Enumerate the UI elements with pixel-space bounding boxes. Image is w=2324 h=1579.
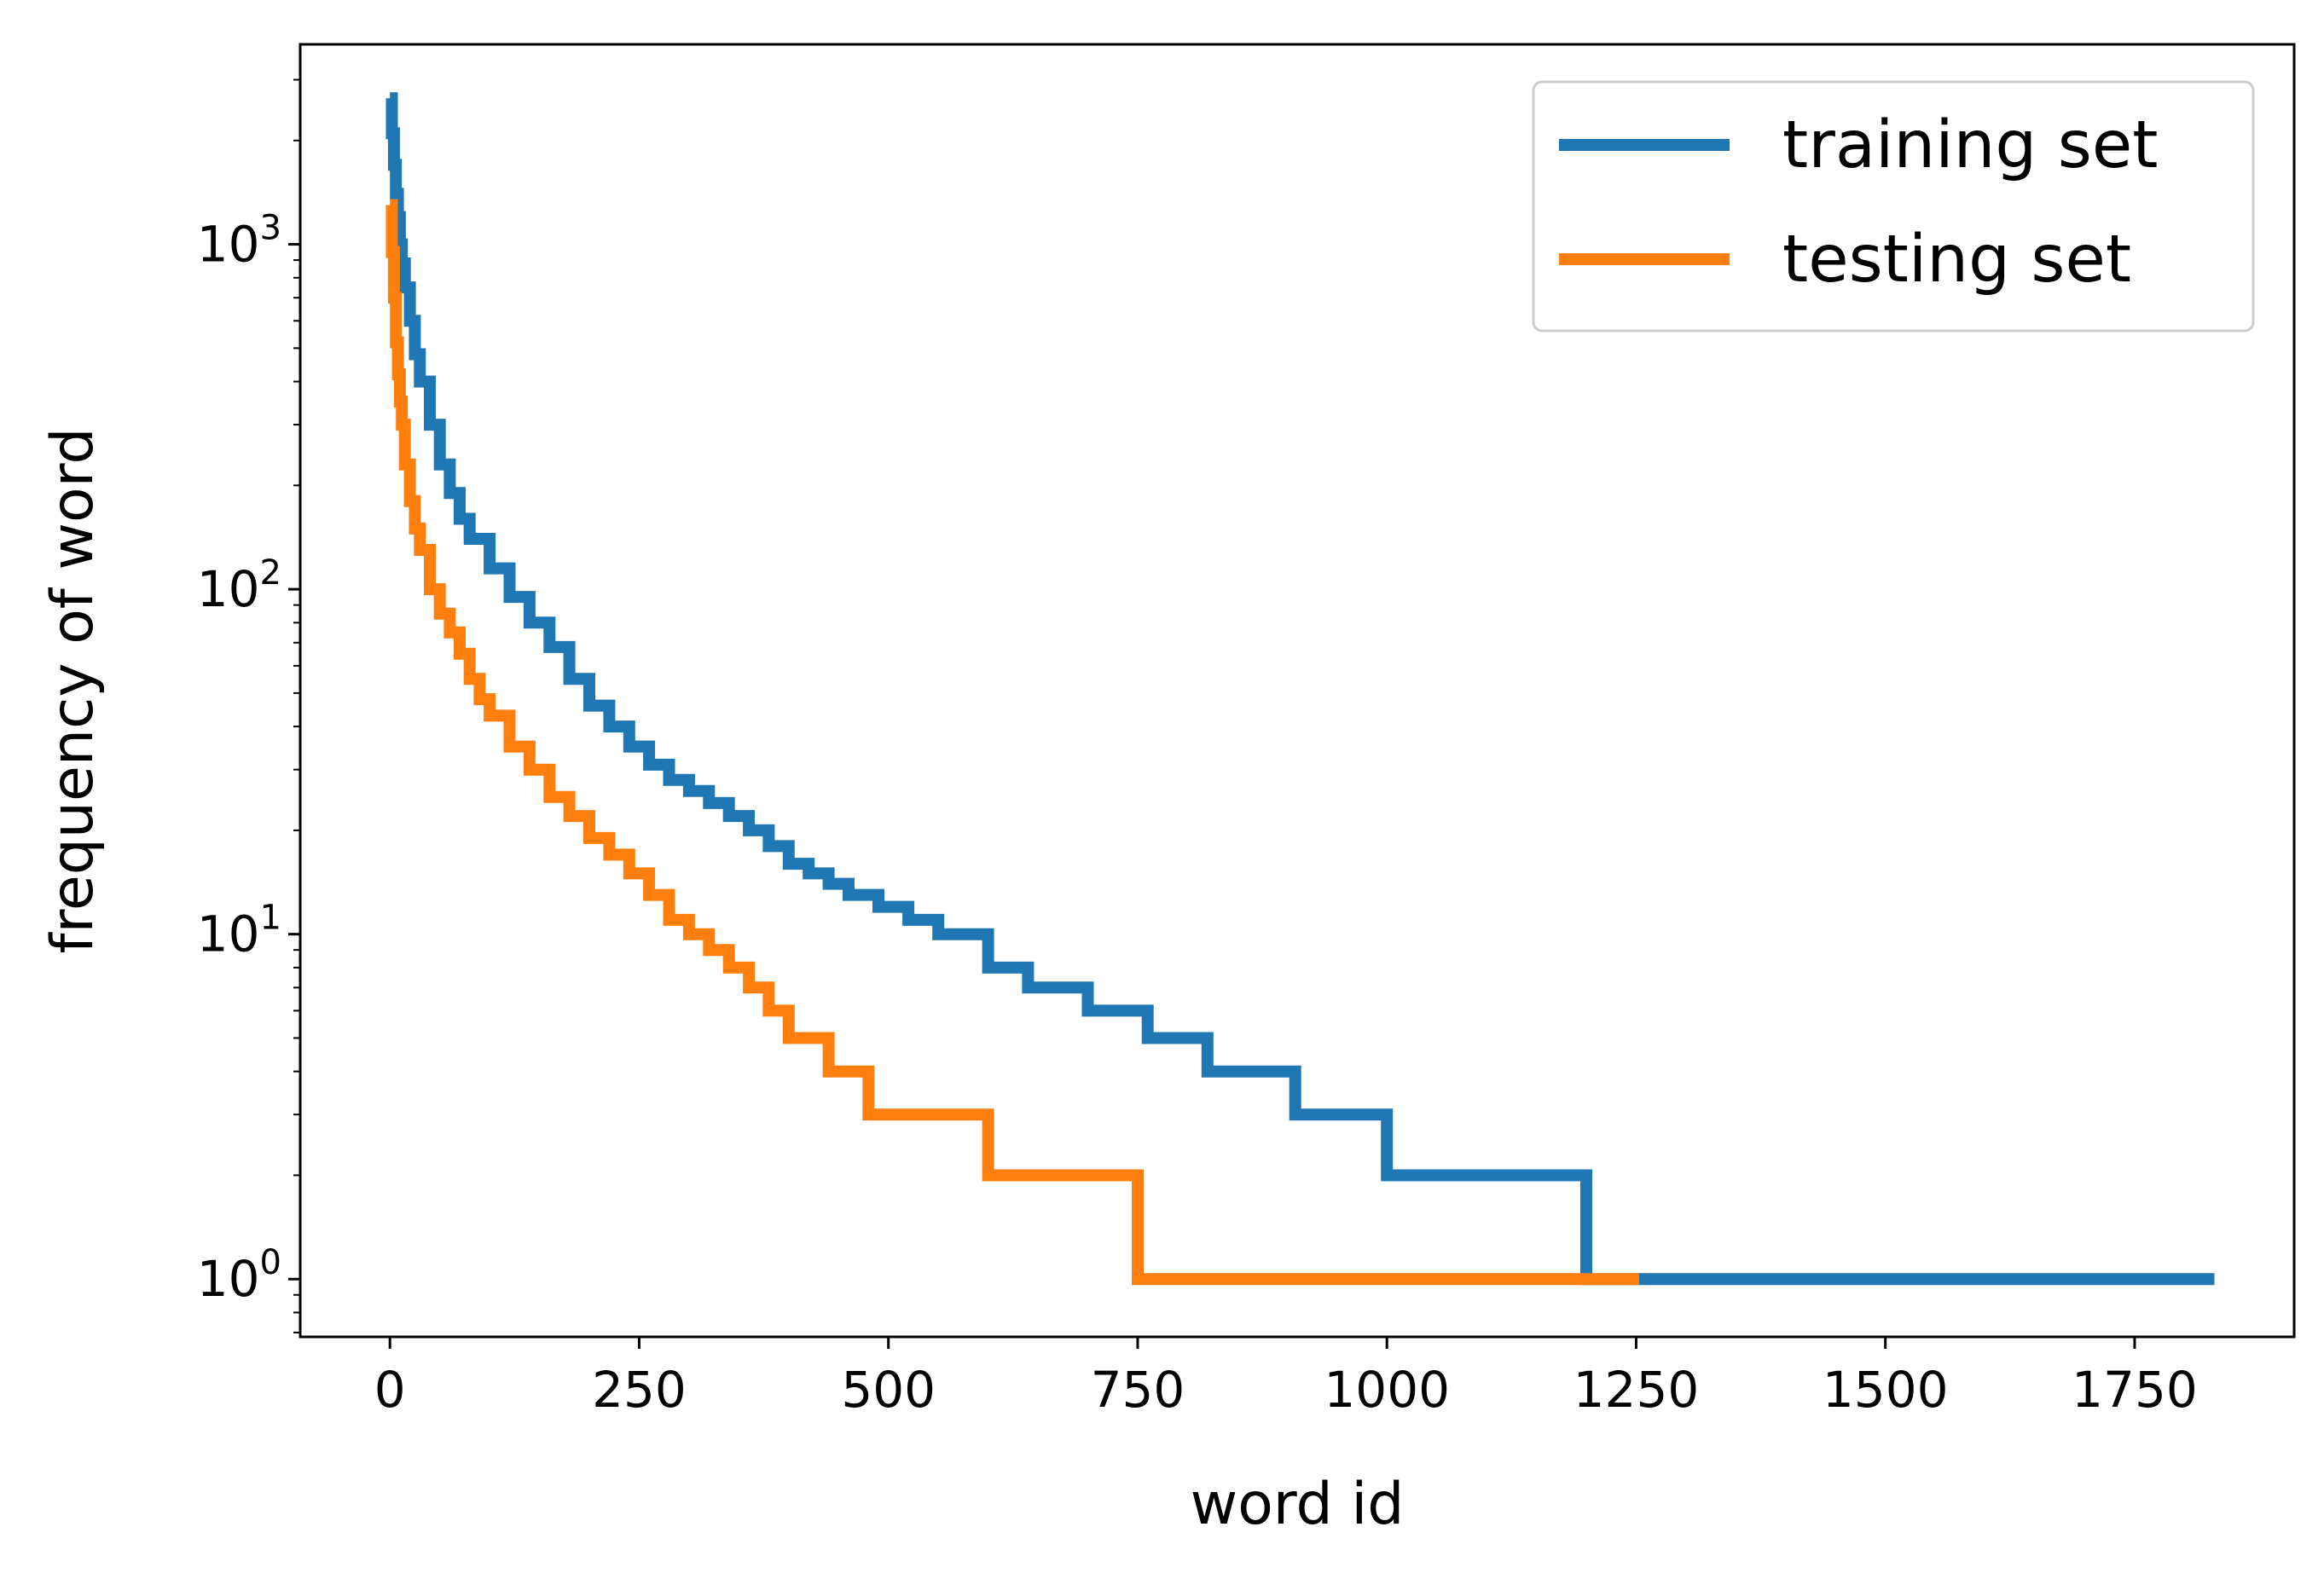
ticks-layer: 0 250 500 750 1000 1250 1500 1750 100 101 102 103 [197, 78, 2198, 1419]
legend: training set testing set [1532, 80, 2255, 333]
x-tick-label: 250 [592, 1361, 687, 1419]
x-axis-label: word id [1191, 1471, 1405, 1538]
x-tick-label: 750 [1091, 1361, 1185, 1419]
x-tick-label: 1250 [1573, 1361, 1700, 1419]
x-tick-label: 500 [841, 1361, 936, 1419]
series-layer [385, 92, 2215, 1286]
y-tick-label: 103 [197, 209, 281, 274]
legend-label: testing set [1782, 222, 2131, 298]
series-line-1 [385, 199, 1639, 1286]
x-tick-label: 1000 [1324, 1361, 1450, 1419]
y-tick-label: 101 [197, 899, 281, 963]
x-tick-label: 0 [374, 1361, 406, 1419]
x-tick-label: 1750 [2072, 1361, 2198, 1419]
series-line-0 [385, 92, 2215, 1286]
legend-label: training set [1782, 107, 2158, 183]
y-tick-label: 100 [197, 1243, 281, 1308]
y-axis-label: frequency of word [39, 428, 107, 954]
x-tick-label: 1500 [1823, 1361, 1949, 1419]
y-tick-label: 102 [197, 553, 281, 618]
plot-frame [298, 43, 2296, 1339]
